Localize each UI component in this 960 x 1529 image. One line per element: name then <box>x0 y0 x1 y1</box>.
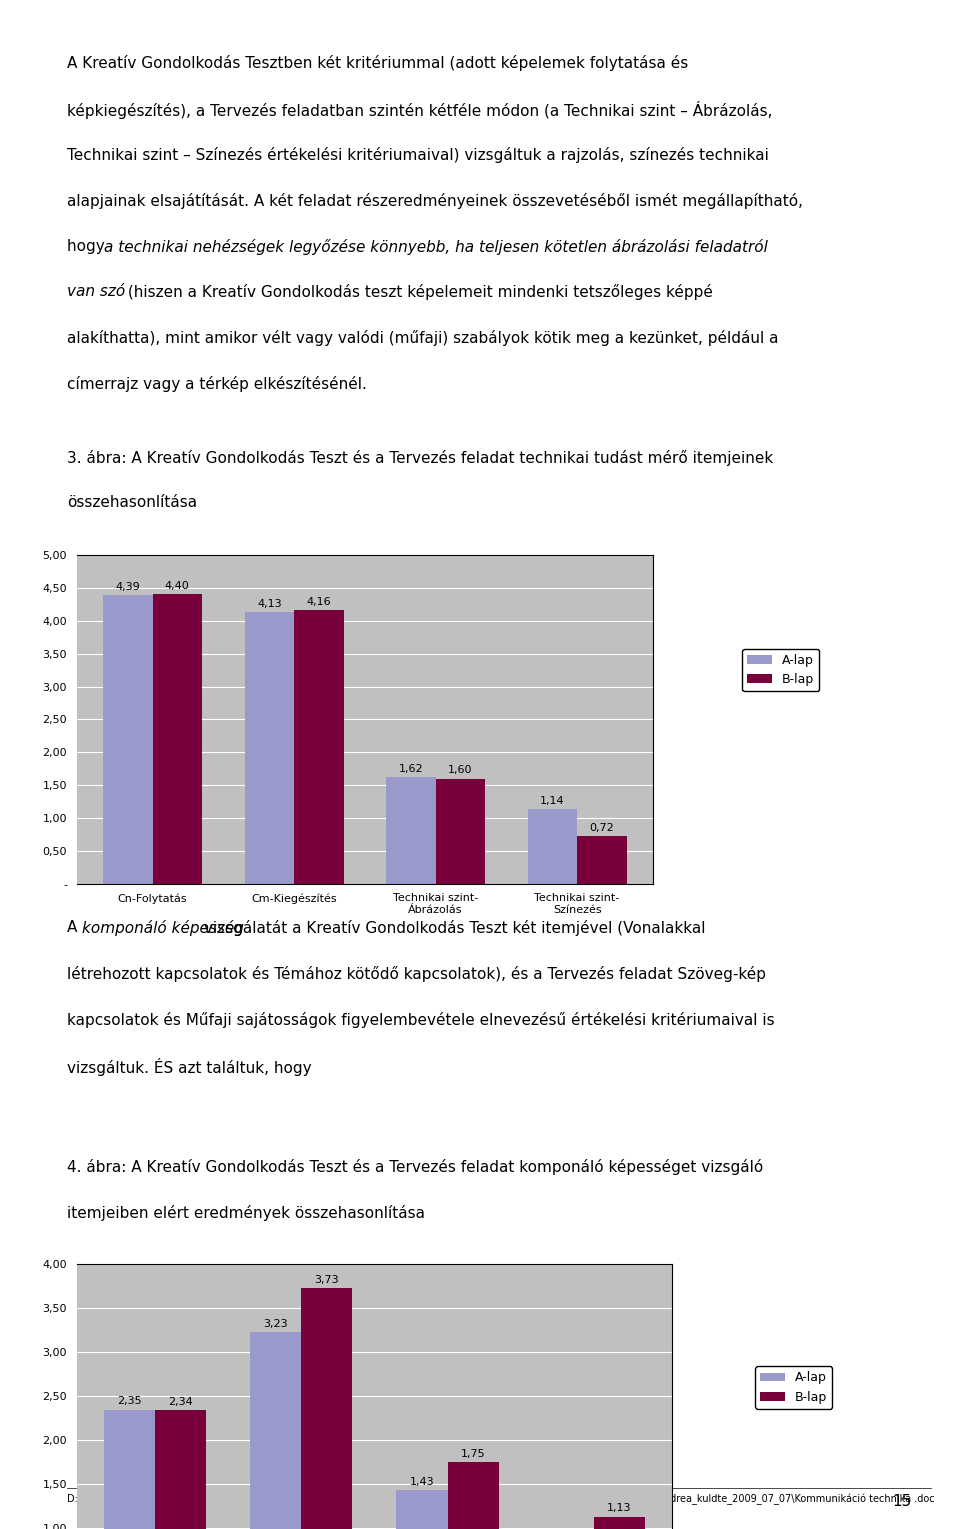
Text: 1,43: 1,43 <box>410 1477 434 1486</box>
Bar <box>594 1517 645 1529</box>
Text: 4,40: 4,40 <box>165 581 190 592</box>
Text: 3. ábra: A Kreatív Gondolkodás Teszt és a Tervezés feladat technikai tudást mérő: 3. ábra: A Kreatív Gondolkodás Teszt és … <box>67 450 774 465</box>
Bar <box>577 836 627 884</box>
Text: 1,60: 1,60 <box>448 766 472 775</box>
Bar <box>103 595 153 884</box>
Text: alakíthatta), mint amikor vélt vagy valódi (műfaji) szabályok kötik meg a kezünk: alakíthatta), mint amikor vélt vagy való… <box>67 330 779 346</box>
Text: 2,34: 2,34 <box>168 1398 193 1407</box>
Text: 4,16: 4,16 <box>306 596 331 607</box>
Text: összehasonlítása: összehasonlítása <box>67 495 198 511</box>
Text: 1,14: 1,14 <box>540 795 564 806</box>
Legend: A-lap, B-lap: A-lap, B-lap <box>756 1367 832 1408</box>
Bar <box>155 1410 206 1529</box>
Bar <box>436 778 485 884</box>
Bar <box>447 1462 498 1529</box>
Bar <box>245 612 294 884</box>
Text: 4,39: 4,39 <box>115 583 140 592</box>
Bar <box>104 1410 155 1529</box>
Text: 0,72: 0,72 <box>589 823 614 833</box>
Text: 4. ábra: A Kreatív Gondolkodás Teszt és a Tervezés feladat komponáló képességet : 4. ábra: A Kreatív Gondolkodás Teszt és … <box>67 1159 763 1174</box>
Text: képkiegészítés), a Tervezés feladatban szintén kétféle módon (a Technikai szint : képkiegészítés), a Tervezés feladatban s… <box>67 101 773 119</box>
Text: a technikai nehézségek legyőzése könnyebb, ha teljesen kötetlen ábrázolási felad: a technikai nehézségek legyőzése könnyeb… <box>104 239 768 254</box>
Bar <box>294 610 344 884</box>
Text: vizsgálatát a Kreatív Gondolkodás Teszt két itemjével (Vonalakkal: vizsgálatát a Kreatív Gondolkodás Teszt … <box>199 920 706 936</box>
Text: 1,75: 1,75 <box>461 1449 486 1459</box>
Text: 2,35: 2,35 <box>117 1396 142 1407</box>
Bar <box>301 1289 352 1529</box>
Text: itemjeiben elért eredmények összehasonlítása: itemjeiben elért eredmények összehasonlí… <box>67 1205 425 1220</box>
Text: komponáló képesség: komponáló képesség <box>82 920 244 936</box>
Text: D:\Documents and Settings\Vera\Dokumentumok\MUNKA\2_Andrea_aktuális\6_Publikacio: D:\Documents and Settings\Vera\Dokumentu… <box>67 1494 935 1505</box>
Text: 1,62: 1,62 <box>398 764 423 774</box>
Text: Technikai szint – Színezés értékelési kritériumaival) vizsgáltuk a rajzolás, szí: Technikai szint – Színezés értékelési kr… <box>67 147 769 162</box>
Text: létrehozott kapcsolatok és Témához kötődő kapcsolatok), és a Tervezés feladat Sz: létrehozott kapcsolatok és Témához kötőd… <box>67 966 766 982</box>
Bar <box>386 777 436 884</box>
Bar <box>153 595 202 884</box>
Text: 3,73: 3,73 <box>315 1275 339 1284</box>
Text: 15: 15 <box>893 1494 912 1509</box>
Text: 4,13: 4,13 <box>257 599 281 609</box>
Text: vizsgáltuk. ÉS azt találtuk, hogy: vizsgáltuk. ÉS azt találtuk, hogy <box>67 1058 312 1076</box>
Text: kapcsolatok és Műfaji sajátosságok figyelembevétele elnevezésű értékelési kritér: kapcsolatok és Műfaji sajátosságok figye… <box>67 1012 775 1027</box>
Bar <box>251 1332 301 1529</box>
Text: 3,23: 3,23 <box>263 1318 288 1329</box>
Text: alapjainak elsajátítását. A két feladat részeredményeinek összevetéséből ismét m: alapjainak elsajátítását. A két feladat … <box>67 193 804 208</box>
Text: címerrajz vagy a térkép elkészítésénél.: címerrajz vagy a térkép elkészítésénél. <box>67 376 367 391</box>
Bar <box>528 809 577 884</box>
Text: van szó: van szó <box>67 284 126 300</box>
Text: A Kreatív Gondolkodás Tesztben két kritériummal (adott képelemek folytatása és: A Kreatív Gondolkodás Tesztben két krité… <box>67 55 688 70</box>
Text: (hiszen a Kreatív Gondolkodás teszt képelemeit mindenki tetszőleges képpé: (hiszen a Kreatív Gondolkodás teszt képe… <box>123 284 712 300</box>
Text: A: A <box>67 920 83 936</box>
Text: 1,13: 1,13 <box>607 1503 632 1514</box>
Text: hogy: hogy <box>67 239 109 254</box>
Legend: A-lap, B-lap: A-lap, B-lap <box>742 648 819 691</box>
Bar <box>396 1491 447 1529</box>
